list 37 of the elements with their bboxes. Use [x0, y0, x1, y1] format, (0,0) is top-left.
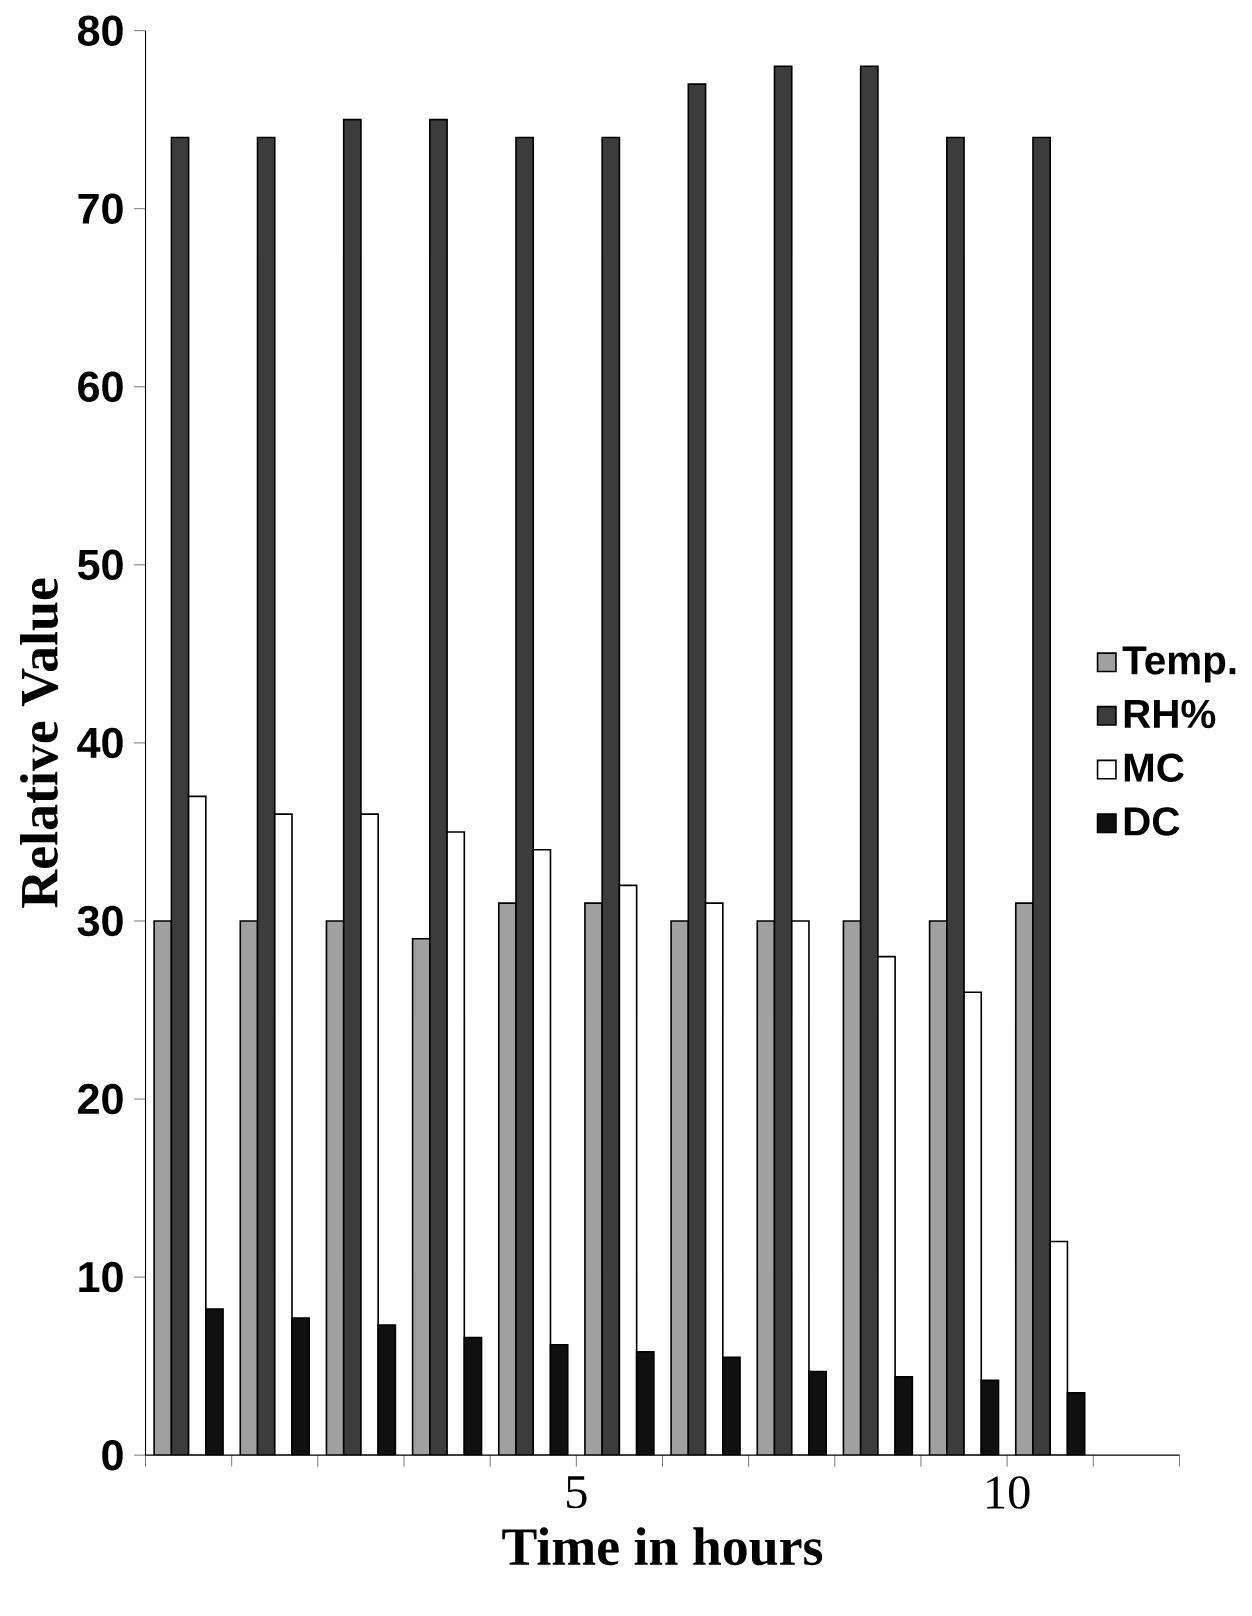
bar	[773, 65, 793, 1456]
bar	[687, 83, 707, 1456]
bar	[153, 920, 173, 1456]
y-tick-label: 60	[78, 371, 123, 403]
legend-label: MC	[1124, 753, 1184, 782]
y-tick-label: 40	[77, 727, 123, 759]
y-tick-label: 80	[77, 15, 123, 46]
x-tick-label: 5	[566, 1476, 587, 1509]
bar	[894, 1376, 914, 1456]
legend-label: Temp.	[1122, 646, 1236, 683]
bar	[549, 1343, 569, 1456]
bar	[377, 1324, 397, 1456]
bar	[601, 136, 621, 1456]
y-tick-label: 10	[79, 1261, 123, 1293]
bar	[325, 920, 345, 1456]
bar	[859, 65, 879, 1456]
y-axis-title: Relative Value	[19, 578, 59, 908]
bar	[463, 1336, 483, 1456]
bar	[239, 920, 259, 1456]
bar	[635, 1351, 655, 1456]
y-tick-label: 30	[77, 905, 123, 937]
y-tick-label: 20	[77, 1083, 123, 1115]
y-tick-label: 0	[102, 1439, 123, 1471]
bar	[842, 920, 862, 1456]
y-tick-label: 70	[78, 193, 123, 224]
bar	[980, 1379, 1000, 1456]
bar	[411, 937, 431, 1456]
y-tick-label: 50	[77, 549, 123, 581]
x-axis-title: Time in hours	[502, 1527, 823, 1566]
bar	[256, 136, 276, 1456]
bar	[756, 920, 776, 1456]
bar	[342, 118, 362, 1456]
bar	[170, 136, 190, 1456]
legend-label: RH%	[1124, 699, 1216, 729]
bar	[670, 920, 690, 1456]
legend-label: DC	[1124, 807, 1180, 836]
bar	[928, 920, 948, 1456]
